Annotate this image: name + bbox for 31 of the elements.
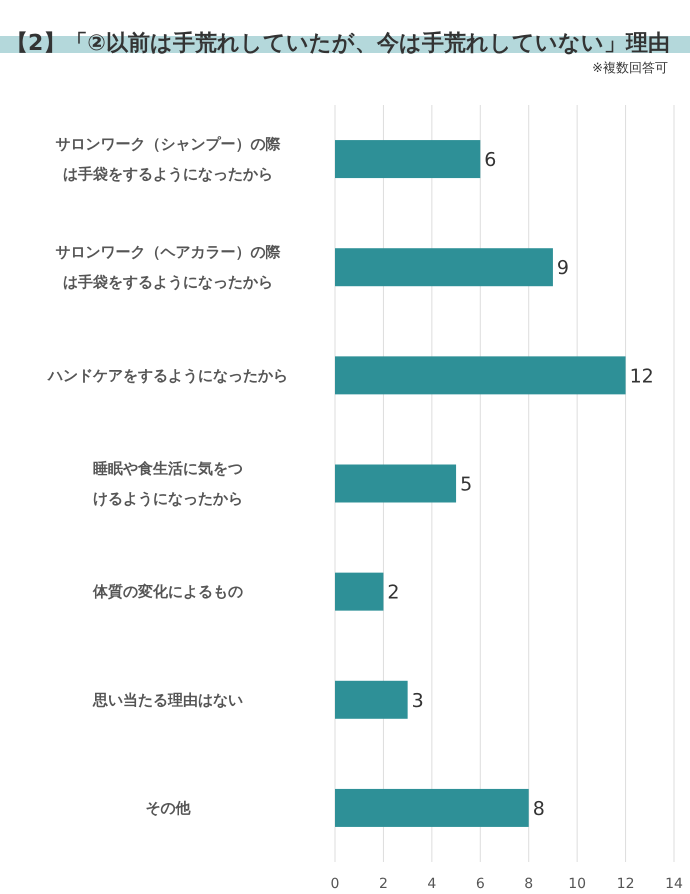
bar: [335, 464, 456, 502]
data-label: 12: [630, 365, 654, 388]
data-label: 5: [460, 474, 472, 496]
data-label: 2: [387, 582, 400, 604]
chart-subtitle: ※複数回答可: [592, 61, 668, 76]
y-tick-label: サロンワーク（シャンプー）の際は手袋をするようになったから: [56, 135, 282, 184]
y-tick-label: 睡眠や食生活に気をつけるようになったから: [93, 460, 243, 508]
y-tick-label: ハンドケアをするようになったから: [47, 366, 288, 384]
x-tick-label: 6: [476, 876, 485, 892]
bar: [335, 356, 626, 394]
y-tick-label: その他: [146, 798, 192, 817]
y-tick-label: 体質の変化によるもの: [92, 582, 243, 601]
bar: [335, 248, 553, 286]
y-tick-label: 思い当たる理由はない: [92, 690, 243, 709]
x-tick-label: 14: [665, 876, 683, 892]
x-tick-label: 0: [330, 876, 340, 892]
x-tick-label: 10: [568, 876, 586, 892]
chart-title: 【2】「②以前は手荒れしていたが、今は手荒れしていない」理由: [6, 31, 670, 56]
y-tick-label: サロンワーク（ヘアカラー）の際は手袋をするようになったから: [56, 243, 282, 292]
bar: [335, 788, 529, 827]
x-tick-label: 2: [378, 876, 388, 892]
bar: [335, 140, 480, 178]
bar: [335, 572, 384, 611]
x-tick-label: 4: [427, 876, 436, 892]
bar: [335, 680, 408, 719]
data-label: 8: [532, 798, 545, 820]
x-tick-label: 12: [616, 876, 634, 892]
x-tick-label: 8: [524, 876, 534, 892]
data-label: 9: [556, 257, 570, 280]
data-label: 3: [412, 690, 424, 712]
data-label: 6: [484, 149, 496, 172]
